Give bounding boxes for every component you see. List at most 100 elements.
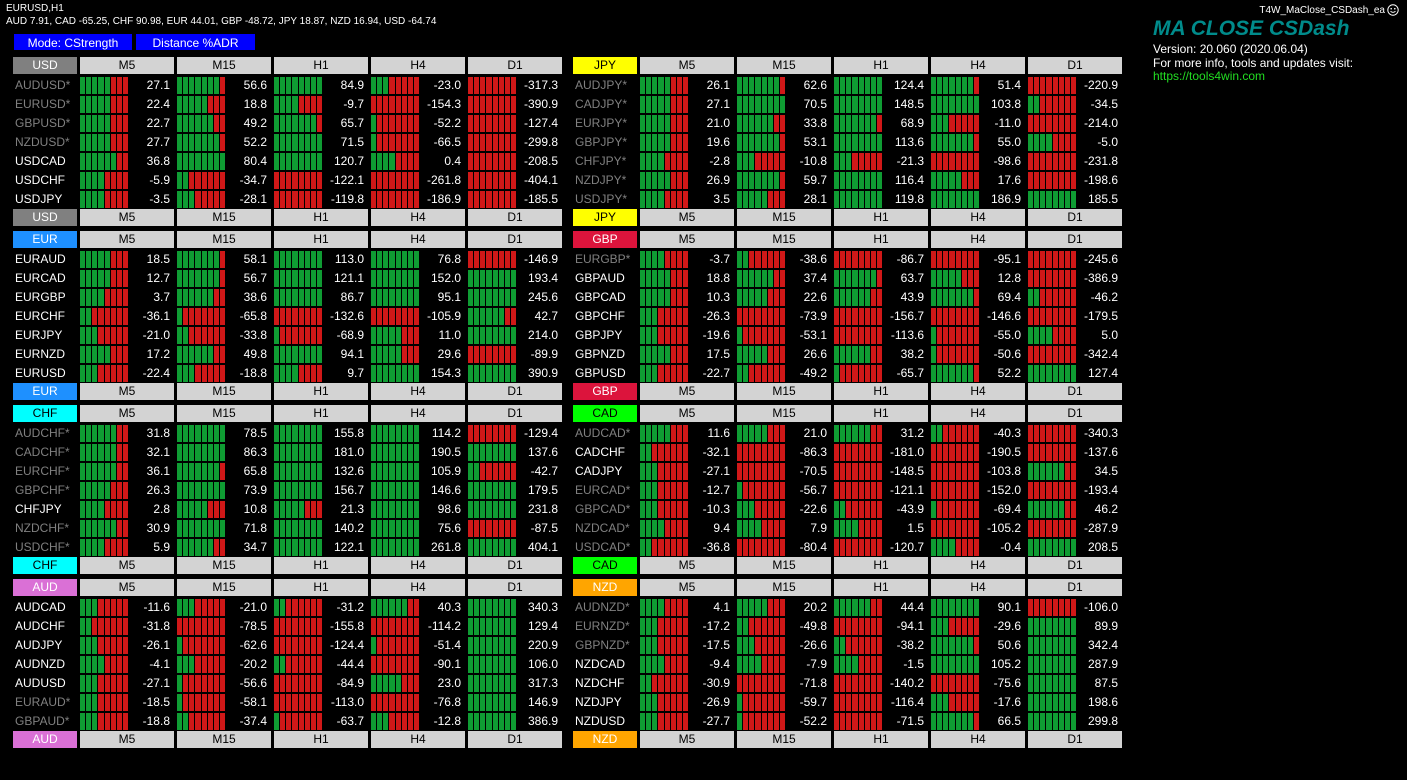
timeframe-footer-d1[interactable]: D1 bbox=[468, 731, 562, 748]
timeframe-footer-m15[interactable]: M15 bbox=[177, 383, 271, 400]
timeframe-footer-m15[interactable]: M15 bbox=[177, 731, 271, 748]
timeframe-header-m15[interactable]: M15 bbox=[177, 231, 271, 248]
timeframe-header-m5[interactable]: M5 bbox=[80, 579, 174, 596]
currency-label-gbp[interactable]: GBP bbox=[573, 231, 637, 248]
pair-label[interactable]: EURCHF* bbox=[15, 464, 70, 478]
timeframe-footer-h1[interactable]: H1 bbox=[274, 731, 368, 748]
timeframe-footer-m15[interactable]: M15 bbox=[737, 557, 831, 574]
timeframe-header-m15[interactable]: M15 bbox=[177, 405, 271, 422]
timeframe-header-d1[interactable]: D1 bbox=[468, 405, 562, 422]
timeframe-header-h4[interactable]: H4 bbox=[371, 57, 465, 74]
timeframe-header-d1[interactable]: D1 bbox=[1028, 579, 1122, 596]
pair-label[interactable]: GBPUSD bbox=[575, 366, 626, 380]
timeframe-header-m5[interactable]: M5 bbox=[640, 57, 734, 74]
pair-label[interactable]: NZDJPY bbox=[575, 695, 622, 709]
currency-footer-cad[interactable]: CAD bbox=[573, 557, 637, 574]
currency-footer-nzd[interactable]: NZD bbox=[573, 731, 637, 748]
pair-label[interactable]: CADCHF bbox=[575, 445, 625, 459]
pair-label[interactable]: AUDCAD* bbox=[575, 426, 631, 440]
timeframe-footer-h4[interactable]: H4 bbox=[931, 209, 1025, 226]
timeframe-header-h1[interactable]: H1 bbox=[274, 57, 368, 74]
pair-label[interactable]: AUDNZD bbox=[15, 657, 65, 671]
pair-label[interactable]: EURAUD* bbox=[15, 695, 71, 709]
pair-label[interactable]: GBPCAD bbox=[575, 290, 626, 304]
currency-footer-usd[interactable]: USD bbox=[13, 209, 77, 226]
timeframe-header-m15[interactable]: M15 bbox=[737, 231, 831, 248]
timeframe-footer-h1[interactable]: H1 bbox=[834, 209, 928, 226]
timeframe-footer-m15[interactable]: M15 bbox=[737, 731, 831, 748]
pair-label[interactable]: EURUSD* bbox=[15, 97, 71, 111]
pair-label[interactable]: NZDCHF bbox=[575, 676, 625, 690]
currency-label-chf[interactable]: CHF bbox=[13, 405, 77, 422]
pair-label[interactable]: AUDJPY* bbox=[575, 78, 628, 92]
timeframe-header-m5[interactable]: M5 bbox=[640, 405, 734, 422]
timeframe-footer-h1[interactable]: H1 bbox=[274, 209, 368, 226]
pair-label[interactable]: AUDJPY bbox=[15, 638, 63, 652]
timeframe-footer-d1[interactable]: D1 bbox=[1028, 209, 1122, 226]
timeframe-footer-m5[interactable]: M5 bbox=[80, 557, 174, 574]
pair-label[interactable]: EURCAD* bbox=[575, 483, 631, 497]
pair-label[interactable]: GBPCHF* bbox=[15, 483, 70, 497]
timeframe-footer-d1[interactable]: D1 bbox=[1028, 557, 1122, 574]
pair-label[interactable]: EURGBP bbox=[15, 290, 66, 304]
timeframe-footer-m5[interactable]: M5 bbox=[80, 383, 174, 400]
distance-adr-button[interactable]: Distance %ADR bbox=[135, 33, 256, 51]
timeframe-footer-m5[interactable]: M5 bbox=[80, 731, 174, 748]
currency-label-aud[interactable]: AUD bbox=[13, 579, 77, 596]
pair-label[interactable]: USDJPY* bbox=[575, 192, 628, 206]
timeframe-header-m15[interactable]: M15 bbox=[177, 57, 271, 74]
timeframe-header-h1[interactable]: H1 bbox=[274, 579, 368, 596]
pair-label[interactable]: USDCHF bbox=[15, 173, 65, 187]
timeframe-footer-m15[interactable]: M15 bbox=[177, 557, 271, 574]
currency-label-usd[interactable]: USD bbox=[13, 57, 77, 74]
timeframe-header-d1[interactable]: D1 bbox=[1028, 57, 1122, 74]
pair-label[interactable]: GBPCHF bbox=[575, 309, 626, 323]
pair-label[interactable]: USDCHF* bbox=[15, 540, 70, 554]
pair-label[interactable]: GBPNZD bbox=[575, 347, 626, 361]
timeframe-header-m15[interactable]: M15 bbox=[737, 57, 831, 74]
timeframe-header-h1[interactable]: H1 bbox=[274, 405, 368, 422]
timeframe-header-h4[interactable]: H4 bbox=[931, 405, 1025, 422]
timeframe-header-d1[interactable]: D1 bbox=[468, 579, 562, 596]
timeframe-header-h1[interactable]: H1 bbox=[834, 405, 928, 422]
timeframe-header-h4[interactable]: H4 bbox=[371, 579, 465, 596]
timeframe-footer-h4[interactable]: H4 bbox=[371, 209, 465, 226]
pair-label[interactable]: GBPAUD bbox=[575, 271, 625, 285]
currency-footer-aud[interactable]: AUD bbox=[13, 731, 77, 748]
timeframe-footer-m15[interactable]: M15 bbox=[177, 209, 271, 226]
timeframe-header-h4[interactable]: H4 bbox=[931, 579, 1025, 596]
timeframe-header-h4[interactable]: H4 bbox=[371, 405, 465, 422]
timeframe-header-d1[interactable]: D1 bbox=[1028, 231, 1122, 248]
pair-label[interactable]: NZDUSD* bbox=[15, 135, 70, 149]
timeframe-header-d1[interactable]: D1 bbox=[468, 57, 562, 74]
timeframe-footer-d1[interactable]: D1 bbox=[1028, 731, 1122, 748]
currency-footer-eur[interactable]: EUR bbox=[13, 383, 77, 400]
smiley-icon[interactable] bbox=[1387, 4, 1399, 16]
pair-label[interactable]: GBPJPY* bbox=[575, 135, 628, 149]
pair-label[interactable]: NZDUSD bbox=[575, 714, 625, 728]
pair-label[interactable]: EURJPY* bbox=[575, 116, 628, 130]
pair-label[interactable]: EURAUD bbox=[15, 252, 66, 266]
timeframe-footer-d1[interactable]: D1 bbox=[468, 383, 562, 400]
timeframe-footer-m5[interactable]: M5 bbox=[80, 209, 174, 226]
timeframe-footer-m5[interactable]: M5 bbox=[640, 209, 734, 226]
pair-label[interactable]: EURGBP* bbox=[575, 252, 631, 266]
timeframe-header-d1[interactable]: D1 bbox=[468, 231, 562, 248]
website-link[interactable]: https://tools4win.com bbox=[1153, 69, 1266, 83]
timeframe-footer-m15[interactable]: M15 bbox=[737, 209, 831, 226]
timeframe-footer-h1[interactable]: H1 bbox=[834, 383, 928, 400]
timeframe-header-h1[interactable]: H1 bbox=[274, 231, 368, 248]
timeframe-footer-m15[interactable]: M15 bbox=[737, 383, 831, 400]
timeframe-header-m5[interactable]: M5 bbox=[640, 231, 734, 248]
pair-label[interactable]: EURCAD bbox=[15, 271, 66, 285]
pair-label[interactable]: GBPUSD* bbox=[15, 116, 71, 130]
timeframe-header-m5[interactable]: M5 bbox=[80, 57, 174, 74]
pair-label[interactable]: CADJPY bbox=[575, 464, 623, 478]
timeframe-header-d1[interactable]: D1 bbox=[1028, 405, 1122, 422]
currency-footer-gbp[interactable]: GBP bbox=[573, 383, 637, 400]
pair-label[interactable]: CHFJPY bbox=[15, 502, 62, 516]
pair-label[interactable]: AUDNZD* bbox=[575, 600, 630, 614]
timeframe-footer-m5[interactable]: M5 bbox=[640, 557, 734, 574]
timeframe-footer-m5[interactable]: M5 bbox=[640, 731, 734, 748]
pair-label[interactable]: AUDUSD* bbox=[15, 78, 71, 92]
